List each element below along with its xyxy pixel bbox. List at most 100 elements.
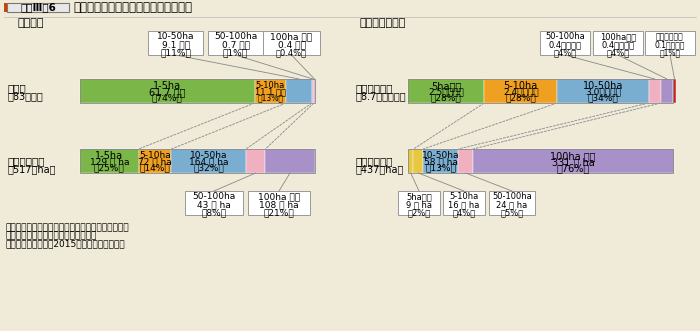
Text: 0.4万経営体: 0.4万経営体	[548, 40, 582, 49]
Text: 2.5万経営体: 2.5万経営体	[428, 87, 464, 97]
Text: （13%）: （13%）	[426, 164, 456, 172]
Text: 11.1 万戸: 11.1 万戸	[255, 87, 286, 97]
Text: 129 万 ha: 129 万 ha	[90, 158, 129, 166]
Bar	[443, 191, 485, 215]
Text: 1-5ha: 1-5ha	[95, 151, 123, 161]
Text: 50-100ha: 50-100ha	[545, 32, 585, 41]
Text: 2.4万経営体: 2.4万経営体	[503, 87, 538, 97]
Text: （4%）: （4%）	[554, 48, 577, 57]
Text: 5-10ha: 5-10ha	[256, 81, 285, 90]
Text: （21%）: （21%）	[264, 208, 295, 217]
Text: ２：計の不一致は四捨五入による。: ２：計の不一致は四捨五入による。	[6, 231, 97, 241]
Bar	[4, 3, 7, 12]
Bar	[80, 79, 315, 103]
Text: 100ha 以上: 100ha 以上	[270, 32, 313, 41]
Bar	[208, 31, 263, 55]
Text: 保有山林なし: 保有山林なし	[656, 32, 684, 41]
Text: 10-50ha: 10-50ha	[190, 152, 228, 161]
Text: （14%）: （14%）	[139, 164, 170, 172]
Bar	[458, 149, 473, 173]
Bar	[286, 79, 312, 103]
Text: （25%）: （25%）	[94, 164, 125, 172]
Bar	[7, 3, 69, 12]
Bar	[473, 149, 673, 173]
Text: 5-10ha: 5-10ha	[503, 81, 538, 91]
Text: （28%）: （28%）	[430, 93, 461, 103]
Text: 【林業経営体】: 【林業経営体】	[360, 18, 407, 28]
Text: （1%）: （1%）	[659, 48, 680, 57]
Text: （8.7万経営体）: （8.7万経営体）	[356, 91, 407, 101]
Text: 331 万 ha: 331 万 ha	[552, 157, 594, 167]
Text: 50-100ha: 50-100ha	[214, 32, 257, 41]
Text: 0.4万経営体: 0.4万経営体	[601, 40, 635, 49]
Bar	[80, 149, 139, 173]
Text: 0.7 万戸: 0.7 万戸	[221, 40, 249, 49]
Bar	[398, 191, 440, 215]
Text: 100ha 以上: 100ha 以上	[258, 192, 300, 201]
Text: 0.4 万戸: 0.4 万戸	[278, 40, 305, 49]
Bar	[80, 79, 255, 103]
Text: （74%）: （74%）	[152, 93, 183, 103]
Text: 164 万 ha: 164 万 ha	[189, 158, 228, 166]
Bar	[172, 149, 246, 173]
Text: 注１：（　）内の数値は合計に占める割合である。: 注１：（ ）内の数値は合計に占める割合である。	[6, 223, 130, 232]
Bar	[424, 149, 458, 173]
Bar	[593, 31, 643, 55]
Text: 50-100ha: 50-100ha	[492, 192, 532, 201]
Bar	[185, 191, 243, 215]
Bar	[673, 79, 676, 103]
Text: 5-10ha: 5-10ha	[139, 152, 171, 161]
Bar	[408, 79, 484, 103]
Text: 61.7 万戸: 61.7 万戸	[149, 87, 186, 97]
Bar	[246, 149, 265, 173]
Bar	[408, 149, 673, 173]
Text: 資料Ⅲ－6: 資料Ⅲ－6	[20, 3, 56, 13]
Text: （8%）: （8%）	[202, 208, 227, 217]
Text: （1%）: （1%）	[223, 48, 248, 57]
Text: 5ha未満: 5ha未満	[406, 192, 432, 201]
Bar	[661, 79, 673, 103]
Text: 9.1 万戸: 9.1 万戸	[162, 40, 190, 49]
Text: （11%）: （11%）	[160, 48, 191, 57]
Text: （28%）: （28%）	[505, 93, 536, 103]
Text: 72 万 ha: 72 万 ha	[138, 158, 172, 166]
Text: 24 万 ha: 24 万 ha	[496, 200, 528, 209]
Text: （0.4%）: （0.4%）	[276, 48, 307, 57]
Text: （76%）: （76%）	[556, 163, 590, 173]
Text: （2%）: （2%）	[407, 208, 430, 217]
Text: （34%）: （34%）	[587, 93, 618, 103]
Text: （32%）: （32%）	[193, 164, 224, 172]
Bar	[408, 149, 414, 173]
Bar	[314, 79, 315, 103]
Text: 16 万 ha: 16 万 ha	[448, 200, 480, 209]
Bar	[489, 191, 535, 215]
Bar	[263, 31, 320, 55]
Text: （5%）: （5%）	[500, 208, 524, 217]
Text: 林業経営体数: 林業経営体数	[356, 83, 393, 93]
Text: 10-50ha: 10-50ha	[583, 81, 623, 91]
Text: 林家数: 林家数	[8, 83, 27, 93]
Bar	[408, 79, 673, 103]
Text: 3.0万経営体: 3.0万経営体	[585, 87, 621, 97]
Bar	[649, 79, 661, 103]
Text: 資料：農林水産省「2015年農林業センサス」: 資料：農林水産省「2015年農林業センサス」	[6, 240, 125, 249]
Text: 0.1万経営体: 0.1万経営体	[654, 40, 685, 49]
Text: 58 万 ha: 58 万 ha	[424, 158, 458, 166]
Text: 保有山林面積: 保有山林面積	[8, 156, 46, 166]
Text: 5ha未満: 5ha未満	[431, 81, 461, 91]
Text: （4%）: （4%）	[452, 208, 475, 217]
Text: 保有山林面積: 保有山林面積	[356, 156, 393, 166]
Text: 1-5ha: 1-5ha	[153, 81, 181, 91]
Text: 100ha 以上: 100ha 以上	[550, 151, 596, 161]
Bar	[248, 191, 310, 215]
Bar	[80, 149, 315, 173]
Text: 108 万 ha: 108 万 ha	[259, 200, 299, 209]
Bar	[484, 79, 557, 103]
Bar	[414, 149, 424, 173]
Bar	[312, 79, 314, 103]
Text: 10-50ha: 10-50ha	[157, 32, 195, 41]
Text: 5-10ha: 5-10ha	[449, 192, 479, 201]
Bar	[265, 149, 314, 173]
Bar	[148, 31, 203, 55]
Text: （437万ha）: （437万ha）	[356, 164, 405, 174]
